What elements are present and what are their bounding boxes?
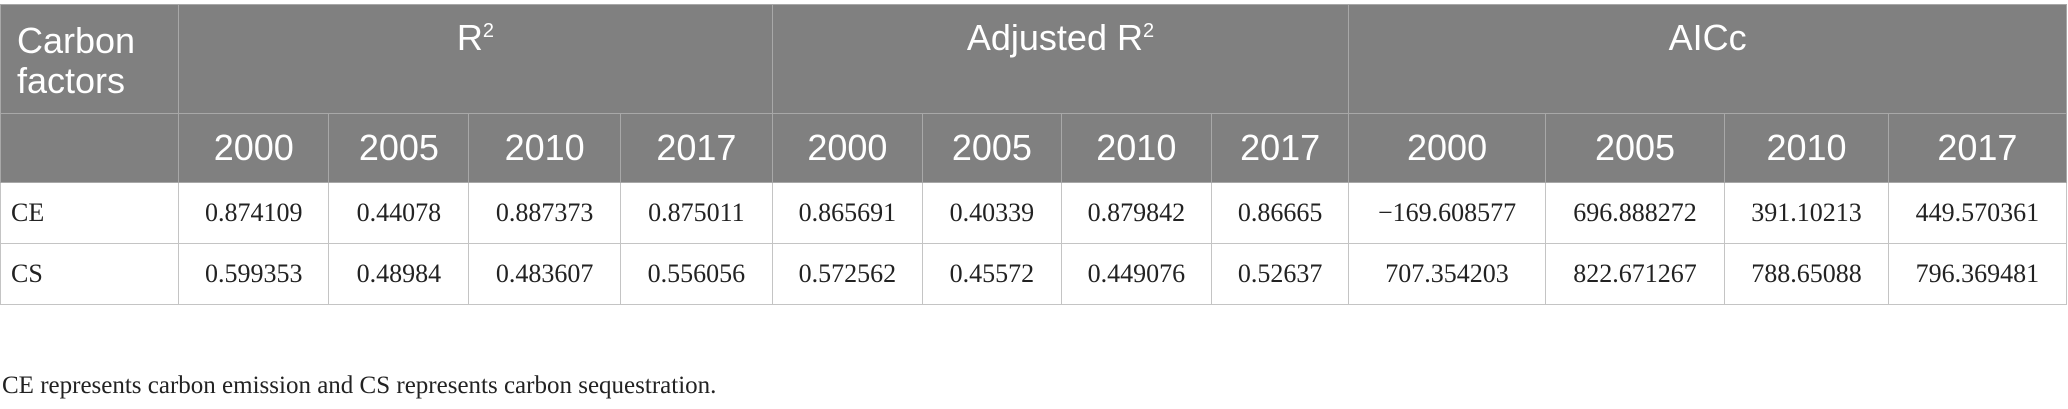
year-header: 2005 <box>1544 113 1726 183</box>
table-header: Carbon factors R2 Adjusted R2 AICc 2000 … <box>0 4 2068 183</box>
table-cell: 788.65088 <box>1724 243 1889 305</box>
year-header: 2010 <box>1724 113 1889 183</box>
table-cell: 0.483607 <box>468 243 622 305</box>
table-body: CE 0.874109 0.44078 0.887373 0.875011 0.… <box>0 182 2068 305</box>
table-cell: 0.44078 <box>328 182 470 244</box>
aicc-group-header: AICc <box>1348 4 2067 114</box>
table-cell: 0.45572 <box>922 243 1062 305</box>
table-cell: 696.888272 <box>1544 182 1726 244</box>
empty-header-cell <box>0 113 180 183</box>
year-header: 2000 <box>771 113 924 183</box>
adjusted-r2-superscript: 2 <box>1142 20 1155 42</box>
table-cell: 0.879842 <box>1060 182 1213 244</box>
year-header: 2010 <box>1060 113 1213 183</box>
table-footnote: CE represents carbon emission and CS rep… <box>2 372 717 399</box>
table-cell: 0.865691 <box>771 182 924 244</box>
year-header: 2017 <box>1887 113 2068 183</box>
table-cell: 449.570361 <box>1887 182 2068 244</box>
table-cell: 0.599353 <box>178 243 330 305</box>
table-cell: 0.875011 <box>620 182 773 244</box>
adjusted-r2-group-header: Adjusted R2 <box>771 4 1350 114</box>
carbon-factors-header: Carbon factors <box>0 4 180 114</box>
r2-label: R <box>456 17 483 58</box>
table-cell: 0.572562 <box>771 243 924 305</box>
table-cell: −169.608577 <box>1348 182 1546 244</box>
results-table-container: Carbon factors R2 Adjusted R2 AICc 2000 … <box>0 4 2068 305</box>
table-cell: 0.556056 <box>620 243 773 305</box>
table-cell: 707.354203 <box>1348 243 1546 305</box>
year-header: 2005 <box>922 113 1062 183</box>
adjusted-r2-label: Adjusted R <box>966 17 1143 58</box>
table-row-ce: CE 0.874109 0.44078 0.887373 0.875011 0.… <box>0 182 2068 244</box>
year-header: 2000 <box>1348 113 1546 183</box>
table-cell: 0.449076 <box>1060 243 1213 305</box>
table-cell: 0.52637 <box>1211 243 1350 305</box>
year-header: 2000 <box>178 113 330 183</box>
year-header: 2017 <box>1211 113 1350 183</box>
table-cell: 0.874109 <box>178 182 330 244</box>
table-cell: 0.887373 <box>468 182 622 244</box>
table-cell: 796.369481 <box>1887 243 2068 305</box>
table-cell: 0.48984 <box>328 243 470 305</box>
r2-superscript: 2 <box>482 20 494 42</box>
year-header: 2005 <box>328 113 470 183</box>
header-row-groups: Carbon factors R2 Adjusted R2 AICc <box>0 4 2067 114</box>
table-cell: 822.671267 <box>1544 243 1726 305</box>
row-label: CE <box>0 182 180 244</box>
table-cell: 391.10213 <box>1724 182 1889 244</box>
row-label: CS <box>0 243 180 305</box>
year-header: 2010 <box>468 113 622 183</box>
table-cell: 0.86665 <box>1211 182 1350 244</box>
year-header: 2017 <box>620 113 773 183</box>
header-row-years: 2000 2005 2010 2017 2000 2005 2010 2017 … <box>0 113 2068 183</box>
results-table: Carbon factors R2 Adjusted R2 AICc 2000 … <box>0 4 2068 305</box>
table-row-cs: CS 0.599353 0.48984 0.483607 0.556056 0.… <box>0 243 2068 305</box>
r2-group-header: R2 <box>178 4 773 114</box>
table-cell: 0.40339 <box>922 182 1062 244</box>
